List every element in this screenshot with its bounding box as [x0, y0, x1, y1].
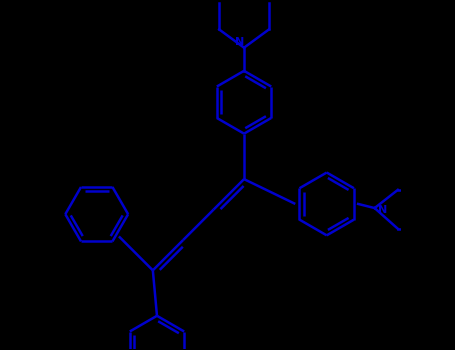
Text: N: N — [235, 37, 244, 47]
Text: N: N — [378, 205, 387, 215]
